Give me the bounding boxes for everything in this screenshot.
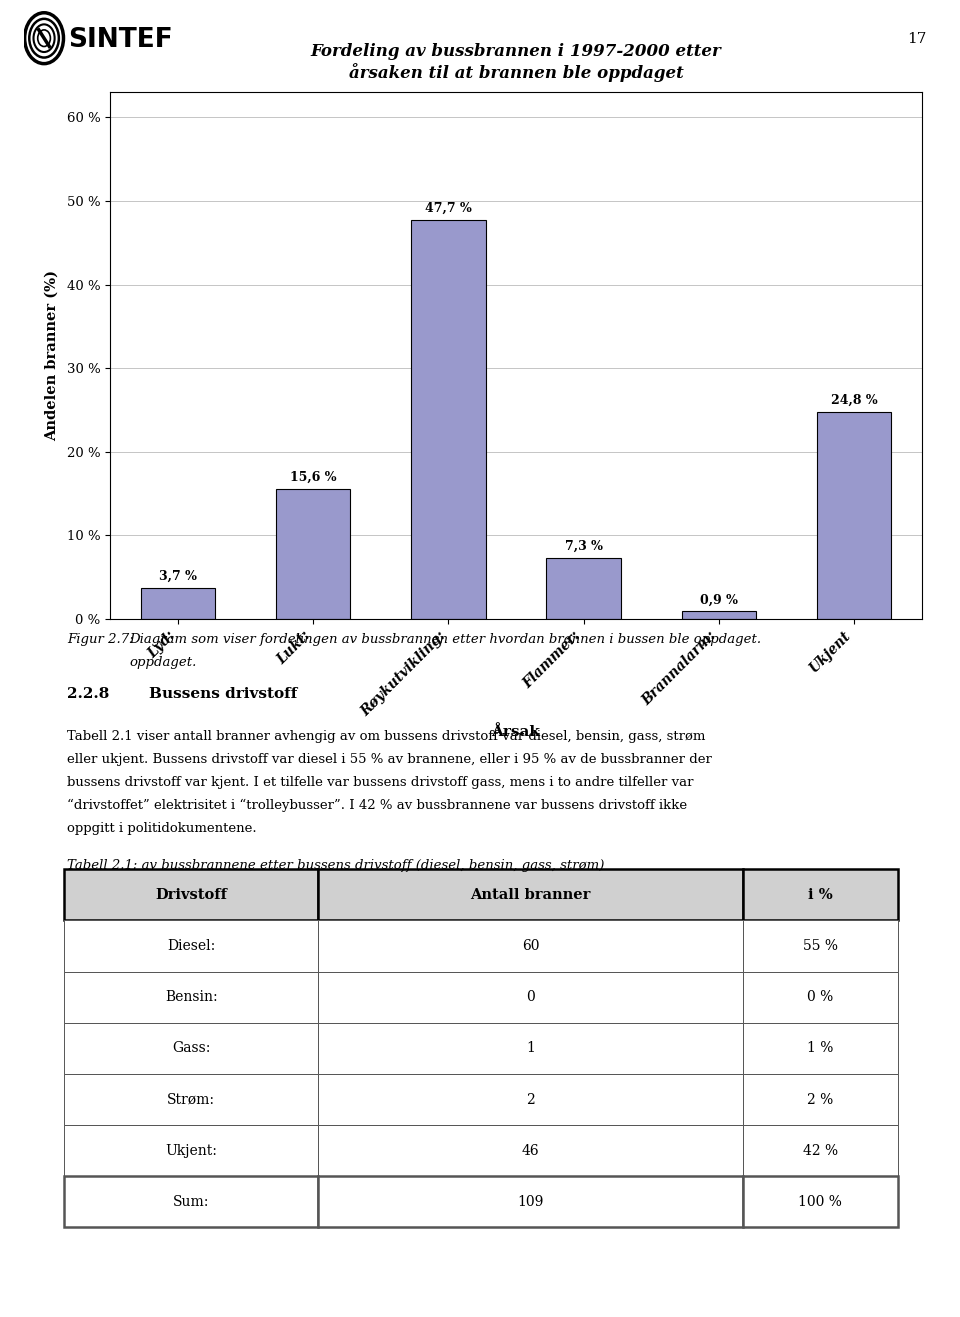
Text: 0,9 %: 0,9 % (700, 594, 737, 606)
Text: Figur 2.7:: Figur 2.7: (67, 633, 133, 647)
Text: bussens drivstoff var kjent. I et tilfelle var bussens drivstoff gass, mens i to: bussens drivstoff var kjent. I et tilfel… (67, 776, 694, 789)
Text: Tabell 2.1 viser antall branner avhengig av om bussens drivstoff var diesel, ben: Tabell 2.1 viser antall branner avhengig… (67, 730, 706, 743)
Bar (546, 558, 621, 619)
X-axis label: Årsak: Årsak (492, 724, 540, 739)
Title: Fordeling av bussbrannen i 1997-2000 etter
årsaken til at brannen ble oppdaget: Fordeling av bussbrannen i 1997-2000 ett… (311, 43, 721, 82)
Bar (817, 412, 891, 619)
Bar (141, 589, 215, 619)
Bar (411, 220, 486, 619)
Text: Diagram som viser fordelingen av bussbrannen etter hvordan brannen i bussen ble : Diagram som viser fordelingen av bussbra… (130, 633, 761, 647)
Text: 24,8 %: 24,8 % (830, 394, 877, 407)
Text: 2.2.8: 2.2.8 (67, 687, 109, 702)
Text: “drivstoffet” elektrisitet i “trolleybusser”. I 42 % av bussbrannene var bussens: “drivstoffet” elektrisitet i “trolleybus… (67, 798, 687, 813)
Bar (276, 489, 350, 619)
Text: eller ukjent. Bussens drivstoff var diesel i 55 % av brannene, eller i 95 % av d: eller ukjent. Bussens drivstoff var dies… (67, 753, 712, 765)
Bar (682, 611, 756, 619)
Text: 7,3 %: 7,3 % (564, 540, 603, 553)
Text: oppdaget.: oppdaget. (130, 656, 197, 669)
Text: 17: 17 (907, 32, 926, 46)
Text: SINTEF: SINTEF (68, 26, 173, 53)
Text: 15,6 %: 15,6 % (290, 470, 336, 483)
Text: 47,7 %: 47,7 % (425, 202, 471, 215)
Text: 3,7 %: 3,7 % (159, 570, 197, 583)
Text: oppgitt i politidokumentene.: oppgitt i politidokumentene. (67, 822, 257, 835)
Y-axis label: Andelen branner (%): Andelen branner (%) (44, 270, 59, 441)
Text: Bussens drivstoff: Bussens drivstoff (149, 687, 298, 702)
Text: Tabell 2.1: av bussbrannene etter bussens drivstoff (diesel, bensin, gass, strøm: Tabell 2.1: av bussbrannene etter bussen… (67, 859, 605, 872)
